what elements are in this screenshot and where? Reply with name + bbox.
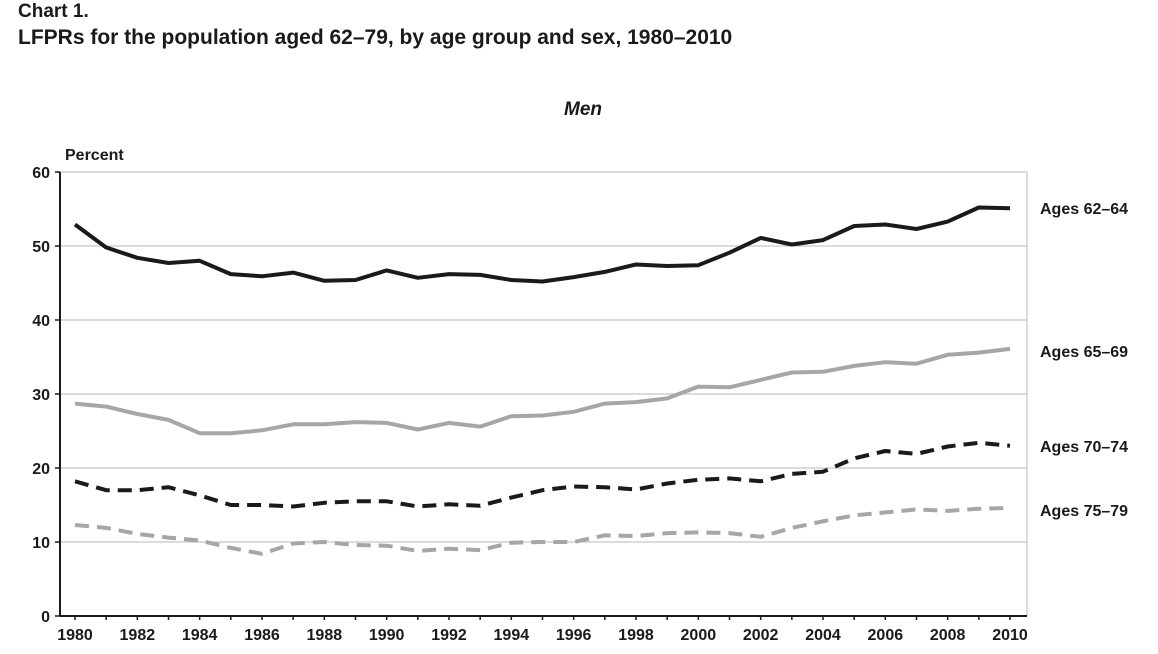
- y-tick-label-60: 60: [32, 165, 50, 182]
- series-label-3: Ages 70–74: [1040, 439, 1128, 456]
- y-tick-label-20: 20: [32, 461, 50, 478]
- x-tick-label-2004: 2004: [805, 627, 841, 644]
- x-tick-label-1996: 1996: [556, 627, 592, 644]
- chart-number: Chart 1.: [18, 1, 89, 22]
- series-labels: Ages 62–64 Ages 65–69 Ages 70–74 Ages 75–79: [1040, 201, 1128, 520]
- series-line-2: [74, 346, 1011, 436]
- y-axis-label: Percent: [65, 147, 124, 164]
- y-tick-label-50: 50: [32, 239, 50, 256]
- axes: [55, 171, 1027, 620]
- chart-title: LFPRs for the population aged 62–79, by …: [18, 26, 733, 49]
- series-line-3: [74, 440, 1011, 509]
- x-tick-label-1984: 1984: [182, 627, 218, 644]
- x-tick-label-1990: 1990: [369, 627, 405, 644]
- y-tick-label-30: 30: [32, 387, 50, 404]
- x-tick-label-1992: 1992: [431, 627, 467, 644]
- x-tick-label-2008: 2008: [930, 627, 966, 644]
- y-tick-label-0: 0: [41, 609, 50, 626]
- x-tick-labels: 1980 1982 1984 1986 1988 1990 1992 1994 1996 1998…: [57, 627, 1028, 644]
- series-label-1: Ages 62–64: [1040, 201, 1128, 218]
- y-tick-label-40: 40: [32, 313, 50, 330]
- x-tick-label-2002: 2002: [743, 627, 779, 644]
- gridlines: [60, 171, 1028, 616]
- panel-title: Men: [564, 99, 602, 120]
- series-label-4: Ages 75–79: [1040, 503, 1128, 520]
- x-tick-label-1998: 1998: [618, 627, 654, 644]
- x-tick-label-2010: 2010: [992, 627, 1028, 644]
- y-tick-labels: 0 10 20 30 40 50 60: [32, 165, 50, 626]
- y-tick-label-10: 10: [32, 535, 50, 552]
- x-tick-label-1994: 1994: [494, 627, 530, 644]
- x-tick-label-1980: 1980: [57, 627, 93, 644]
- series-label-2: Ages 65–69: [1040, 344, 1128, 361]
- series-line-1: [73, 205, 1011, 284]
- x-tick-label-2000: 2000: [681, 627, 717, 644]
- series-line-4: [74, 506, 1011, 556]
- x-tick-label-1986: 1986: [244, 627, 280, 644]
- x-tick-label-1982: 1982: [120, 627, 156, 644]
- series-lines: [73, 205, 1011, 556]
- x-tick-label-1988: 1988: [307, 627, 343, 644]
- x-tick-label-2006: 2006: [868, 627, 904, 644]
